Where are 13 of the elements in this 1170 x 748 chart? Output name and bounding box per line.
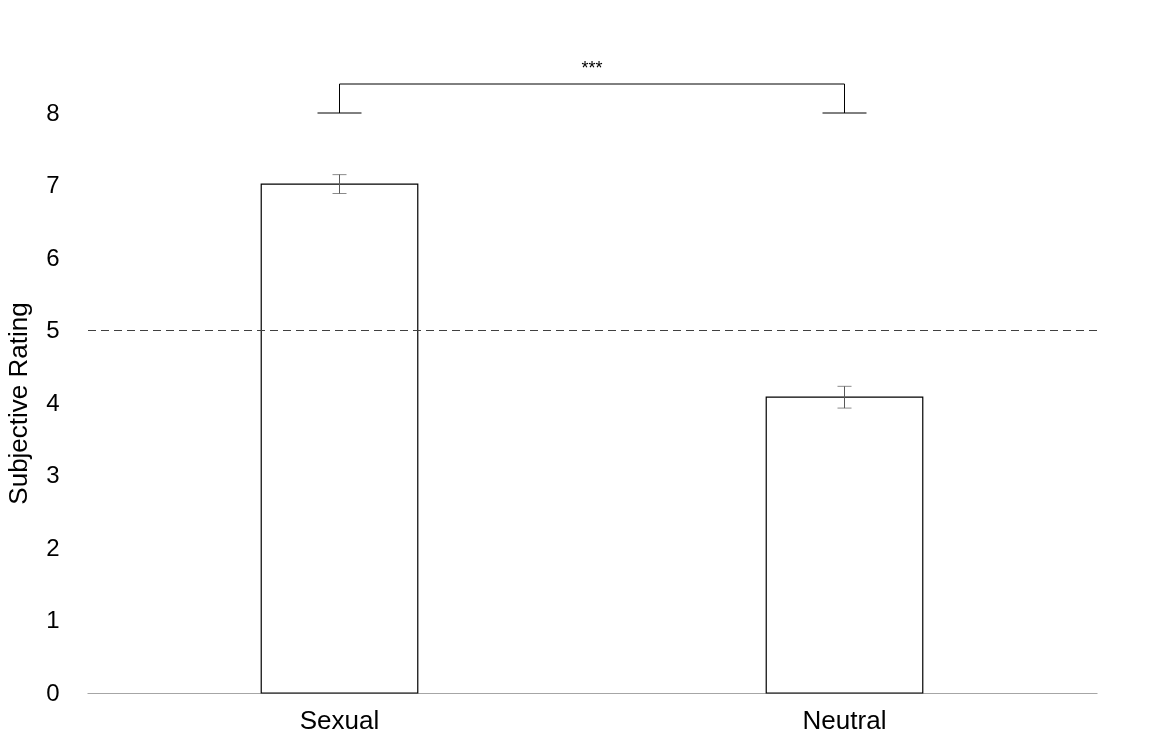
y-tick-label: 5 (46, 316, 60, 343)
text: *** (581, 58, 603, 78)
x-tick-label: Sexual (299, 704, 380, 735)
y-tick-label: 7 (46, 171, 60, 198)
y-tick-label: 1 (46, 606, 60, 633)
y-tick-label: 2 (46, 533, 60, 561)
x-tick-label: Neutral (802, 704, 887, 735)
y-tick-label: 0 (46, 678, 60, 706)
y-tick-label: 6 (46, 243, 60, 271)
y-tick-label: 8 (46, 98, 60, 126)
y-tick-label: 4 (46, 388, 60, 416)
y-tick-label: 3 (46, 461, 60, 488)
y-axis-title: Subjective Rating (3, 302, 34, 505)
